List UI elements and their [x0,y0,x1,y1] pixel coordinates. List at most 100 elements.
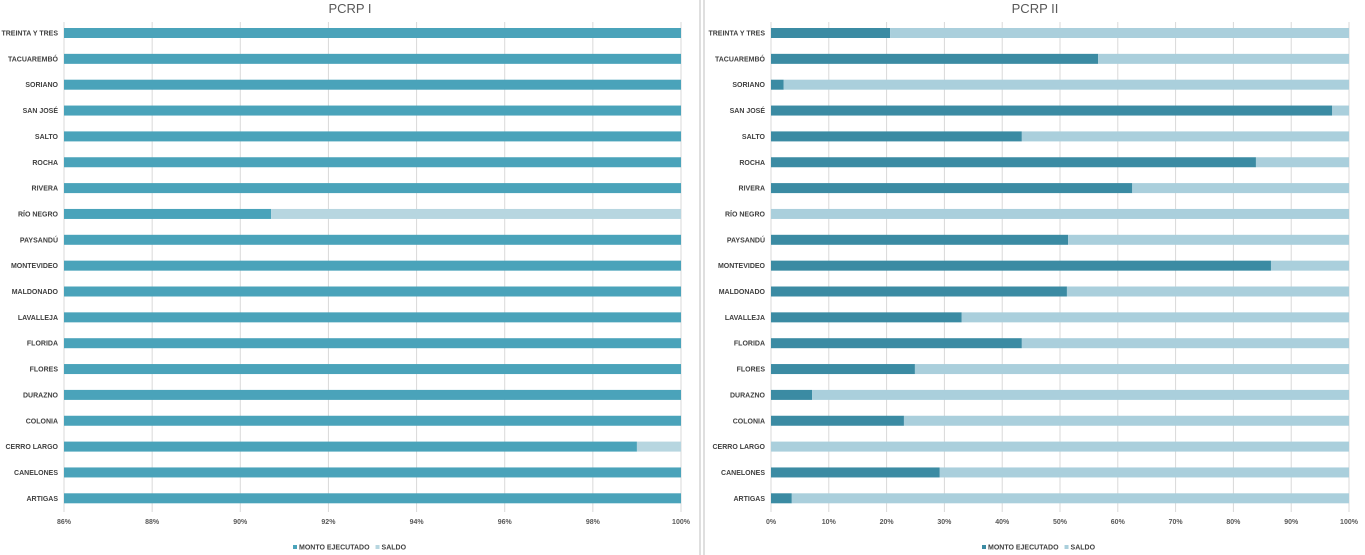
legend-swatch [293,545,297,549]
legend-label: SALDO [382,545,407,552]
bar-saldo [812,389,1349,400]
x-tick-label: 96% [498,519,513,526]
category-label: PAYSANDÚ [20,235,58,244]
category-label: RIVERA [32,186,58,193]
x-tick-label: 60% [1111,519,1126,526]
chart-title: PCRP II [1012,1,1059,16]
chart-title: PCRP I [328,1,371,16]
bar-saldo [961,312,1349,323]
category-label: SORIANO [732,82,765,89]
category-label: DURAZNO [730,392,766,399]
bar-monto-ejecutado [771,467,940,478]
bar-monto-ejecutado [771,105,1333,116]
bar-monto-ejecutado [771,79,784,90]
category-label: FLORIDA [27,341,58,348]
bar-monto-ejecutado [64,441,637,452]
category-label: CERRO LARGO [6,444,59,451]
bar-saldo [791,493,1349,504]
bar-monto-ejecutado [64,389,681,400]
bar-monto-ejecutado [771,28,891,38]
category-label: ROCHA [32,160,58,167]
bar-monto-ejecutado [64,53,681,64]
legend-label: MONTO EJECUTADO [299,545,370,552]
category-label: DURAZNO [23,392,59,399]
category-label: PAYSANDÚ [727,235,765,244]
category-label: MALDONADO [12,289,59,296]
legend-swatch [1064,545,1069,549]
bar-monto-ejecutado [771,389,813,400]
bar-saldo [783,79,1349,90]
legend-swatch [982,545,986,549]
category-label: CANELONES [721,470,765,477]
bar-monto-ejecutado [64,260,681,271]
x-tick-label: 90% [233,519,248,526]
bar-saldo [939,467,1349,478]
category-label: TACUAREMBÓ [715,54,766,63]
category-label: RIVERA [739,186,765,193]
category-label: SAN JOSÉ [23,106,59,115]
bar-monto-ejecutado [771,493,792,504]
bar-monto-ejecutado [64,208,272,219]
bar-monto-ejecutado [64,105,681,116]
bar-monto-ejecutado [771,53,1099,64]
category-label: SALTO [742,134,766,141]
bar-monto-ejecutado [771,338,1022,349]
bar-saldo [1255,157,1349,168]
x-tick-label: 80% [1226,519,1241,526]
x-tick-label: 100% [1340,519,1359,526]
x-tick-label: 88% [145,519,160,526]
bar-monto-ejecutado [64,157,681,168]
category-label: RÍO NEGRO [725,209,766,218]
category-label: TREINTA Y TRES [708,31,765,38]
bar-monto-ejecutado [64,467,681,478]
category-label: COLONIA [26,418,58,425]
x-tick-label: 86% [57,519,72,526]
category-label: ARTIGAS [27,496,59,503]
bar-monto-ejecutado [64,286,681,297]
category-label: LAVALLEJA [725,315,765,322]
bar-monto-ejecutado [64,28,681,38]
bar-monto-ejecutado [771,183,1133,194]
bar-monto-ejecutado [771,157,1256,168]
x-tick-label: 30% [937,519,952,526]
category-label: CANELONES [14,470,58,477]
bar-saldo [771,441,1349,452]
bar-monto-ejecutado [64,79,681,90]
bar-saldo [1332,105,1349,116]
category-label: RÍO NEGRO [18,209,59,218]
bar-monto-ejecutado [64,364,681,375]
x-tick-label: 92% [321,519,336,526]
bar-saldo [1132,183,1349,194]
category-label: MALDONADO [719,289,766,296]
bar-saldo [903,415,1349,426]
bar-monto-ejecutado [771,364,915,375]
x-tick-label: 50% [1053,519,1068,526]
bar-saldo [914,364,1349,375]
bar-saldo [771,208,1349,219]
category-label: SALTO [35,134,59,141]
category-label: CERRO LARGO [713,444,766,451]
x-tick-label: 20% [880,519,895,526]
legend-label: SALDO [1071,545,1096,552]
bar-monto-ejecutado [771,131,1022,142]
bar-monto-ejecutado [771,286,1067,297]
x-tick-label: 70% [1169,519,1184,526]
bar-saldo [636,441,681,452]
category-label: MONTEVIDEO [11,263,59,270]
bar-saldo [1066,286,1349,297]
bar-saldo [1021,131,1349,142]
x-tick-label: 98% [586,519,601,526]
x-tick-label: 90% [1284,519,1299,526]
bar-monto-ejecutado [64,493,681,504]
bar-monto-ejecutado [64,183,681,194]
bar-saldo [1021,338,1349,349]
category-label: SORIANO [25,82,58,89]
bar-saldo [1068,234,1349,245]
category-label: ARTIGAS [734,496,766,503]
x-tick-label: 0% [766,519,777,526]
bar-monto-ejecutado [64,131,681,142]
x-tick-label: 94% [410,519,425,526]
category-label: MONTEVIDEO [718,263,766,270]
bar-monto-ejecutado [771,312,962,323]
